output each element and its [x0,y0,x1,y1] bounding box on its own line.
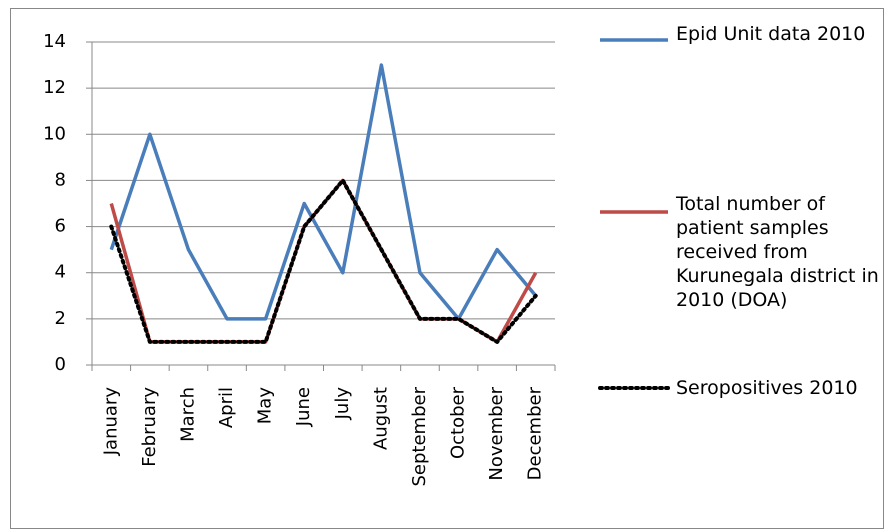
x-tick-label: October [448,386,469,459]
y-tick-label: 8 [55,169,66,190]
x-tick-label: April [216,387,237,428]
series-line [109,178,538,344]
y-tick-label: 4 [55,262,66,283]
y-tick-label: 0 [55,354,66,375]
x-tick-label: March [177,387,198,442]
chart-border [10,8,884,529]
x-tick-label: September [409,386,430,486]
y-tick-label: 2 [55,308,66,329]
x-tick-label: February [139,387,160,467]
legend-label: Seropositives 2010 [676,377,858,399]
legend-label: Total number of patient samples received… [676,193,879,311]
x-tick-label: December [525,386,546,480]
x-tick-label: January [100,387,121,457]
x-tick-label: August [370,387,391,450]
series-line [109,63,538,321]
legend-label: Epid Unit data 2010 [676,23,866,45]
y-tick-label: 12 [43,77,66,98]
y-tick-label: 14 [43,31,66,52]
x-tick-label: June [293,387,314,427]
x-tick-label: July [332,387,353,421]
y-tick-label: 6 [55,216,66,237]
y-tick-label: 10 [43,123,66,144]
x-tick-label: November [486,386,507,480]
x-tick-label: May [255,387,276,425]
